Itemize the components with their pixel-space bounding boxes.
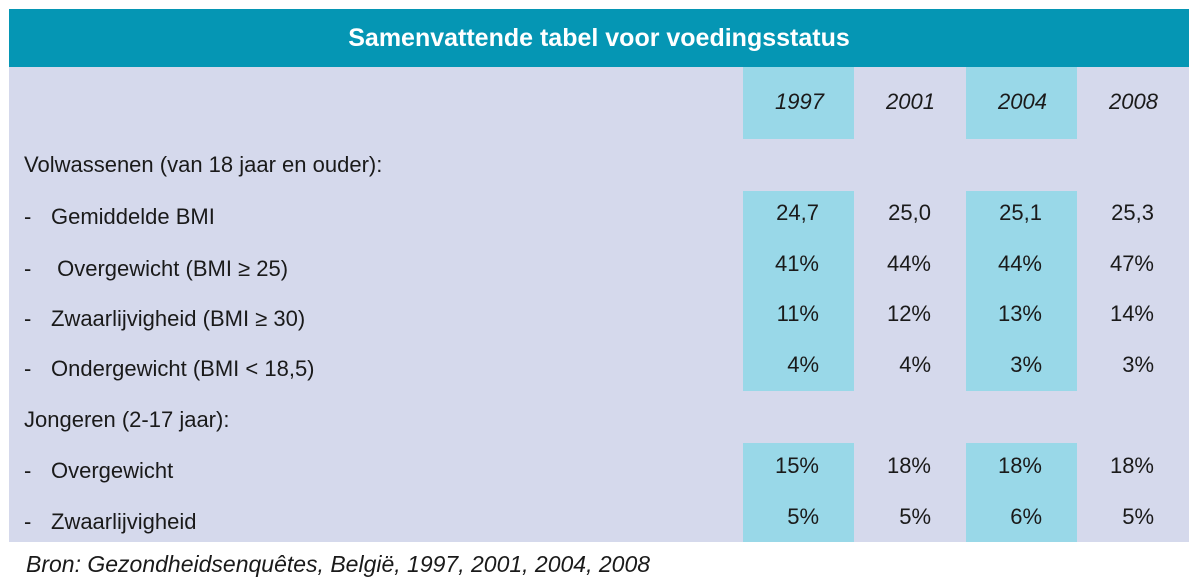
- cell-value: 4%: [787, 352, 819, 377]
- cell-value: 18%: [1109, 453, 1154, 478]
- cell-value: 18%: [997, 453, 1042, 478]
- year-header-2001: 2001: [886, 89, 935, 114]
- section-label-adults: Volwassenen (van 18 jaar en ouder):: [24, 152, 383, 177]
- row-bullet: -: [24, 306, 32, 331]
- row-bullet: -: [24, 509, 32, 534]
- cell-value: 24,7: [776, 200, 819, 225]
- cell-value: 41%: [774, 251, 819, 276]
- source-caption: Bron: Gezondheidsenquêtes, België, 1997,…: [26, 551, 651, 577]
- cell-value: 3%: [1010, 352, 1042, 377]
- row-bullet: -: [24, 356, 32, 381]
- cell-value: 12%: [886, 301, 931, 326]
- row-bullet: -: [24, 204, 32, 229]
- cell-value: 6%: [1010, 504, 1042, 529]
- highlight-2004-header: [966, 67, 1077, 139]
- cell-value: 5%: [1122, 504, 1154, 529]
- row-label-youth-obesity: Zwaarlijvigheid: [51, 509, 197, 534]
- year-header-2008: 2008: [1109, 89, 1158, 114]
- section-label-youth: Jongeren (2-17 jaar):: [24, 407, 230, 432]
- cell-value: 25,1: [999, 200, 1042, 225]
- cell-value: 5%: [899, 504, 931, 529]
- row-bullet: -: [24, 256, 32, 281]
- highlight-1997-adults: [743, 191, 854, 391]
- cell-value: 44%: [997, 251, 1042, 276]
- row-label-mean-bmi: Gemiddelde BMI: [51, 204, 215, 229]
- row-label-youth-overweight: Overgewicht: [51, 458, 174, 483]
- cell-value: 5%: [787, 504, 819, 529]
- cell-value: 15%: [774, 453, 819, 478]
- cell-value: 14%: [1109, 301, 1154, 326]
- year-header-1997: 1997: [775, 89, 824, 114]
- row-label-overweight: Overgewicht (BMI ≥ 25): [51, 256, 289, 281]
- row-bullet: -: [24, 458, 32, 483]
- table-title: Samenvattende tabel voor voedingsstatus: [9, 9, 1189, 67]
- cell-value: 3%: [1122, 352, 1154, 377]
- row-label-underweight: Ondergewicht (BMI < 18,5): [51, 356, 315, 381]
- highlight-1997-youth: [743, 443, 854, 542]
- year-header-2004: 2004: [998, 89, 1047, 114]
- row-label-obesity: Zwaarlijvigheid (BMI ≥ 30): [51, 306, 306, 331]
- cell-value: 4%: [899, 352, 931, 377]
- cell-value: 44%: [886, 251, 931, 276]
- highlight-1997-header: [743, 67, 854, 139]
- cell-value: 25,3: [1111, 200, 1154, 225]
- highlight-2004-youth: [966, 443, 1077, 542]
- cell-value: 47%: [1109, 251, 1154, 276]
- highlight-2004-adults: [966, 191, 1077, 391]
- cell-value: 13%: [997, 301, 1042, 326]
- cell-value: 11%: [776, 301, 819, 326]
- cell-value: 18%: [886, 453, 931, 478]
- cell-value: 25,0: [888, 200, 931, 225]
